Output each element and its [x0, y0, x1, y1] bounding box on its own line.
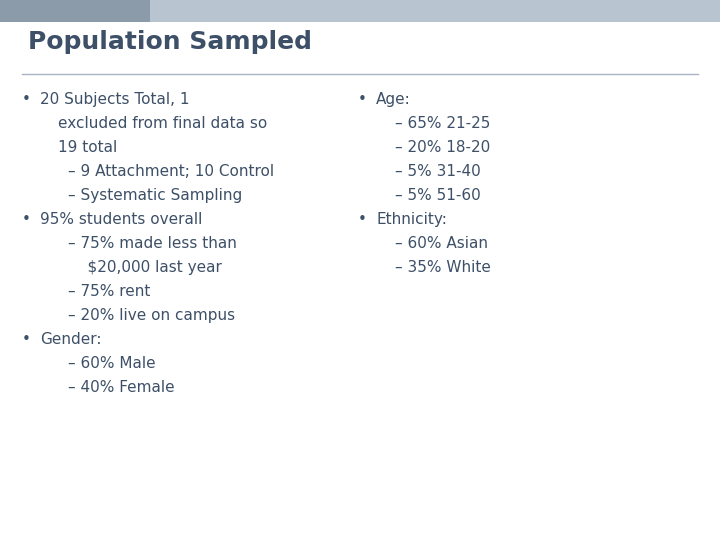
Text: 20 Subjects Total, 1: 20 Subjects Total, 1 — [40, 92, 189, 107]
Text: – 65% 21-25: – 65% 21-25 — [395, 116, 490, 131]
Text: – 5% 51-60: – 5% 51-60 — [395, 188, 481, 203]
Text: – 20% live on campus: – 20% live on campus — [68, 308, 235, 323]
Text: excluded from final data so: excluded from final data so — [58, 116, 267, 131]
Text: Gender:: Gender: — [40, 332, 102, 347]
Text: – 60% Male: – 60% Male — [68, 356, 156, 371]
Text: – 5% 31-40: – 5% 31-40 — [395, 164, 481, 179]
Text: •: • — [22, 212, 31, 227]
Text: Ethnicity:: Ethnicity: — [376, 212, 447, 227]
Bar — [0, 0, 150, 22]
Text: – Systematic Sampling: – Systematic Sampling — [68, 188, 242, 203]
Text: – 9 Attachment; 10 Control: – 9 Attachment; 10 Control — [68, 164, 274, 179]
Text: – 40% Female: – 40% Female — [68, 380, 175, 395]
Text: •: • — [358, 92, 367, 107]
Text: – 75% rent: – 75% rent — [68, 284, 150, 299]
Text: •: • — [358, 212, 367, 227]
Text: 19 total: 19 total — [58, 140, 117, 155]
Bar — [0, 0, 720, 22]
Text: – 75% made less than: – 75% made less than — [68, 236, 237, 251]
Text: – 20% 18-20: – 20% 18-20 — [395, 140, 490, 155]
Text: •: • — [22, 92, 31, 107]
Text: Population Sampled: Population Sampled — [28, 30, 312, 54]
Text: •: • — [22, 332, 31, 347]
Text: Age:: Age: — [376, 92, 410, 107]
Text: 95% students overall: 95% students overall — [40, 212, 202, 227]
Text: – 35% White: – 35% White — [395, 260, 491, 275]
Text: – 60% Asian: – 60% Asian — [395, 236, 488, 251]
Text: $20,000 last year: $20,000 last year — [68, 260, 222, 275]
